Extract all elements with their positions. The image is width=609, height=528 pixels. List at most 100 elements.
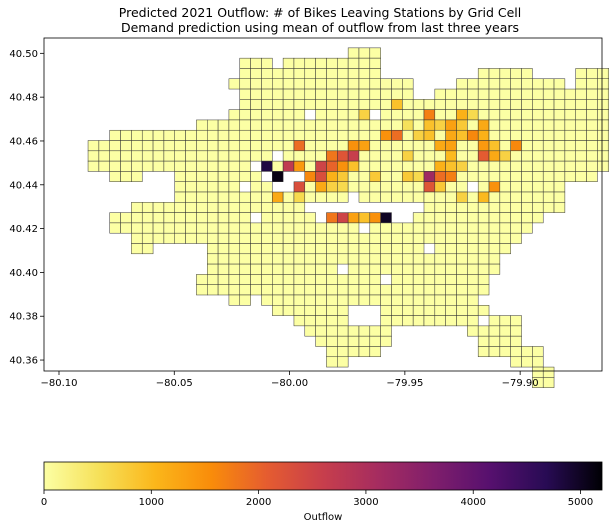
grid-cell: [207, 181, 219, 193]
grid-cell: [337, 150, 349, 162]
grid-cell: [337, 109, 349, 121]
grid-cell: [174, 212, 186, 224]
grid-cell: [391, 129, 403, 141]
grid-cell: [326, 305, 338, 316]
grid-cell: [261, 68, 273, 79]
grid-cell: [272, 232, 284, 244]
grid-cell: [228, 119, 241, 131]
grid-cell: [217, 232, 230, 244]
grid-cell: [477, 140, 490, 152]
grid-cell: [239, 222, 251, 234]
grid-cell: [369, 171, 381, 182]
grid-cell: [261, 160, 273, 172]
grid-cell: [228, 212, 241, 224]
grid-cell: [369, 325, 381, 337]
grid-cell: [553, 160, 566, 172]
grid-cell: [239, 150, 251, 162]
grid-cell: [467, 88, 479, 100]
grid-cell: [250, 202, 262, 213]
grid-cell: [272, 274, 284, 285]
grid-cell: [369, 119, 381, 131]
grid-cell: [120, 150, 132, 162]
grid-cell: [369, 129, 381, 141]
grid-cell: [293, 305, 306, 316]
grid-cell: [250, 274, 262, 285]
grid-cell: [163, 140, 175, 152]
grid-cell: [239, 160, 251, 172]
grid-cell: [488, 160, 501, 172]
grid-cell: [510, 140, 522, 152]
grid-cell: [477, 150, 490, 162]
grid-cell: [337, 253, 349, 265]
grid-cell: [326, 325, 338, 337]
grid-cell: [521, 99, 533, 110]
grid-cell: [293, 284, 306, 296]
grid-cell: [337, 222, 349, 234]
grid-cell: [467, 78, 479, 90]
grid-cell: [597, 78, 609, 90]
grid-cell: [456, 284, 468, 296]
grid-cell: [304, 325, 316, 337]
grid-cell: [326, 191, 338, 203]
y-tick-label: 40.48: [9, 93, 38, 104]
grid-cell: [499, 160, 511, 172]
grid-cell: [445, 284, 457, 296]
grid-cell: [358, 253, 371, 265]
grid-cell: [488, 119, 501, 131]
grid-cell: [488, 335, 501, 347]
grid-cell: [207, 150, 219, 162]
grid-cell: [510, 335, 522, 347]
grid-cell: [369, 274, 381, 285]
grid-cell: [532, 99, 544, 110]
grid-cell: [315, 294, 327, 306]
grid-cell: [510, 129, 522, 141]
grid-cell: [282, 263, 295, 275]
grid-cell: [488, 140, 501, 152]
grid-cell: [315, 109, 327, 121]
grid-cell: [347, 140, 360, 152]
grid-cell: [553, 191, 566, 203]
grid-cell: [456, 160, 468, 172]
grid-cell: [261, 57, 273, 69]
grid-cell: [261, 140, 273, 152]
grid-cell: [369, 140, 381, 152]
grid-cell: [272, 160, 284, 172]
grid-cell: [445, 243, 457, 255]
grid-cell: [477, 129, 490, 141]
grid-cell: [532, 346, 544, 358]
grid-cell: [261, 274, 273, 285]
grid-cell: [120, 129, 132, 141]
grid-cell: [141, 160, 154, 172]
grid-cell: [358, 57, 371, 69]
grid-cell: [185, 140, 197, 152]
grid-cell: [402, 109, 414, 121]
grid-cell: [239, 109, 251, 121]
grid-cell: [510, 99, 522, 110]
grid-cell: [445, 150, 457, 162]
grid-cell: [326, 346, 338, 358]
grid-cell: [477, 346, 490, 358]
grid-cell: [272, 68, 284, 79]
grid-cell: [207, 129, 219, 141]
grid-cell: [272, 88, 284, 100]
grid-cell: [499, 325, 511, 337]
chart-title-line1: Predicted 2021 Outflow: # of Bikes Leavi…: [119, 5, 521, 20]
grid-cell: [402, 263, 414, 275]
grid-cell: [477, 222, 490, 234]
grid-cell: [261, 294, 273, 306]
grid-cell: [521, 88, 533, 100]
grid-cell: [488, 181, 501, 193]
grid-cell: [467, 109, 479, 121]
grid-cell: [423, 140, 436, 152]
grid-cell: [499, 171, 511, 182]
grid-cell: [315, 263, 327, 275]
grid-cell: [488, 346, 501, 358]
grid-cell: [586, 171, 598, 182]
grid-cell: [445, 294, 457, 306]
grid-cell: [304, 129, 316, 141]
grid-cell: [293, 294, 306, 306]
grid-cell: [293, 119, 306, 131]
grid-cell: [358, 99, 371, 110]
grid-cell: [304, 171, 316, 182]
grid-cell: [261, 222, 273, 234]
